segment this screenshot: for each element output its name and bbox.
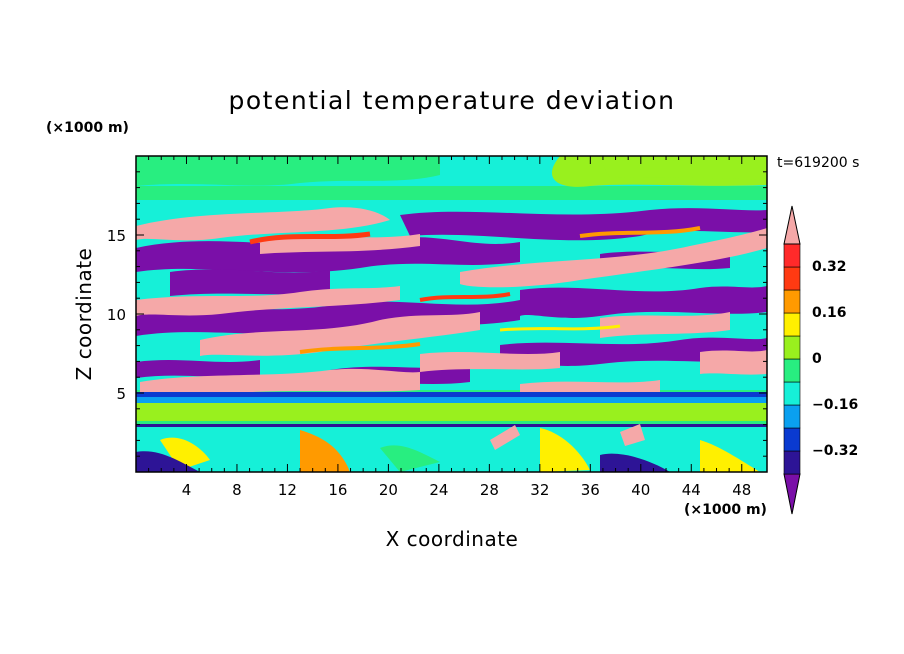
y-axis-multiplier: (×1000 m) (46, 120, 129, 136)
colorbar-box (783, 358, 801, 383)
time-label: t=619200 s (777, 155, 860, 171)
x-axis-multiplier: (×1000 m) (684, 502, 767, 518)
chart-title: potential temperature deviation (228, 86, 676, 115)
x-tick-label: 16 (328, 481, 347, 499)
x-tick-label: 8 (232, 481, 242, 499)
colorbar-tick-label: −0.16 (812, 397, 859, 413)
contour-field (136, 156, 767, 472)
x-tick-label: 36 (581, 481, 600, 499)
colorbar-box (783, 404, 801, 429)
colorbar-box (783, 450, 801, 475)
x-tick-label: 32 (530, 481, 549, 499)
colorbar-box (783, 381, 801, 406)
x-axis-label: X coordinate (385, 527, 519, 551)
x-tick-label: 44 (682, 481, 701, 499)
colorbar-box (783, 335, 801, 360)
colorbar-tick-label: 0.32 (812, 259, 847, 275)
y-axis-ticks (136, 171, 767, 457)
y-tick-label: 10 (107, 306, 126, 324)
x-tick-label: 20 (379, 481, 398, 499)
colorbar-min-arrow (783, 473, 801, 515)
x-tick-label: 12 (278, 481, 297, 499)
y-tick-label: 5 (116, 385, 126, 403)
x-tick-label: 4 (182, 481, 192, 499)
colorbar-tick-label: 0 (812, 351, 822, 367)
x-axis-tick-labels: 4 8 12 16 20 24 28 32 36 40 44 48 (182, 481, 752, 499)
y-axis-tick-labels: 5 10 15 (107, 227, 126, 403)
colorbar-max-arrow (783, 205, 801, 245)
colorbar-tick-label: −0.32 (812, 443, 859, 459)
x-tick-label: 28 (480, 481, 499, 499)
x-tick-label: 24 (429, 481, 448, 499)
x-tick-label: 48 (732, 481, 751, 499)
colorbar-box (783, 266, 801, 291)
colorbar-box (783, 312, 801, 337)
colorbar-tick-label: 0.16 (812, 305, 847, 321)
colorbar-box (783, 427, 801, 452)
colorbar (783, 205, 801, 515)
y-tick-label: 15 (107, 227, 126, 245)
colorbar-box (783, 243, 801, 268)
x-axis-ticks (148, 156, 755, 472)
colorbar-box (783, 289, 801, 314)
x-tick-label: 40 (631, 481, 650, 499)
y-axis-label: Z coordinate (72, 247, 96, 381)
